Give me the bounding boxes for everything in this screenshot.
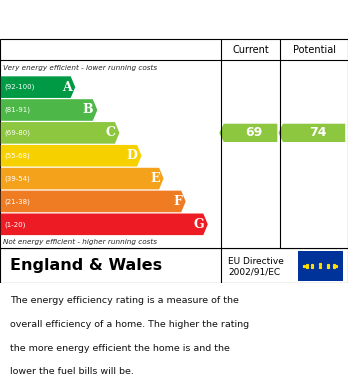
Text: lower the fuel bills will be.: lower the fuel bills will be. <box>10 368 134 377</box>
Text: the more energy efficient the home is and the: the more energy efficient the home is an… <box>10 344 230 353</box>
Text: Not energy efficient - higher running costs: Not energy efficient - higher running co… <box>3 239 157 245</box>
FancyBboxPatch shape <box>298 251 343 281</box>
Text: Very energy efficient - lower running costs: Very energy efficient - lower running co… <box>3 65 157 71</box>
Text: Current: Current <box>232 45 269 55</box>
Text: (39-54): (39-54) <box>4 175 30 182</box>
Text: C: C <box>105 126 116 139</box>
Text: 69: 69 <box>245 126 263 139</box>
Polygon shape <box>1 145 142 167</box>
Polygon shape <box>278 124 345 142</box>
Text: The energy efficiency rating is a measure of the: The energy efficiency rating is a measur… <box>10 296 239 305</box>
Polygon shape <box>219 124 277 142</box>
Text: 2002/91/EC: 2002/91/EC <box>228 268 280 277</box>
Text: 74: 74 <box>309 126 326 139</box>
Text: (81-91): (81-91) <box>4 107 30 113</box>
Text: D: D <box>127 149 138 162</box>
Polygon shape <box>1 76 75 98</box>
Text: G: G <box>193 218 204 231</box>
Polygon shape <box>1 191 186 212</box>
Polygon shape <box>1 213 208 235</box>
Text: (21-38): (21-38) <box>4 198 30 205</box>
Text: (1-20): (1-20) <box>4 221 25 228</box>
Polygon shape <box>1 122 119 143</box>
Text: (55-68): (55-68) <box>4 152 30 159</box>
Text: England & Wales: England & Wales <box>10 258 163 273</box>
Text: EU Directive: EU Directive <box>228 257 284 266</box>
Text: (69-80): (69-80) <box>4 129 30 136</box>
Text: A: A <box>62 81 71 93</box>
Text: Potential: Potential <box>293 45 335 55</box>
Text: (92-100): (92-100) <box>4 84 34 90</box>
Text: F: F <box>173 195 182 208</box>
Polygon shape <box>1 168 164 189</box>
Text: B: B <box>83 104 94 117</box>
Text: overall efficiency of a home. The higher the rating: overall efficiency of a home. The higher… <box>10 320 250 329</box>
Text: Energy Efficiency Rating: Energy Efficiency Rating <box>10 14 220 29</box>
Polygon shape <box>1 99 97 121</box>
Text: E: E <box>150 172 160 185</box>
